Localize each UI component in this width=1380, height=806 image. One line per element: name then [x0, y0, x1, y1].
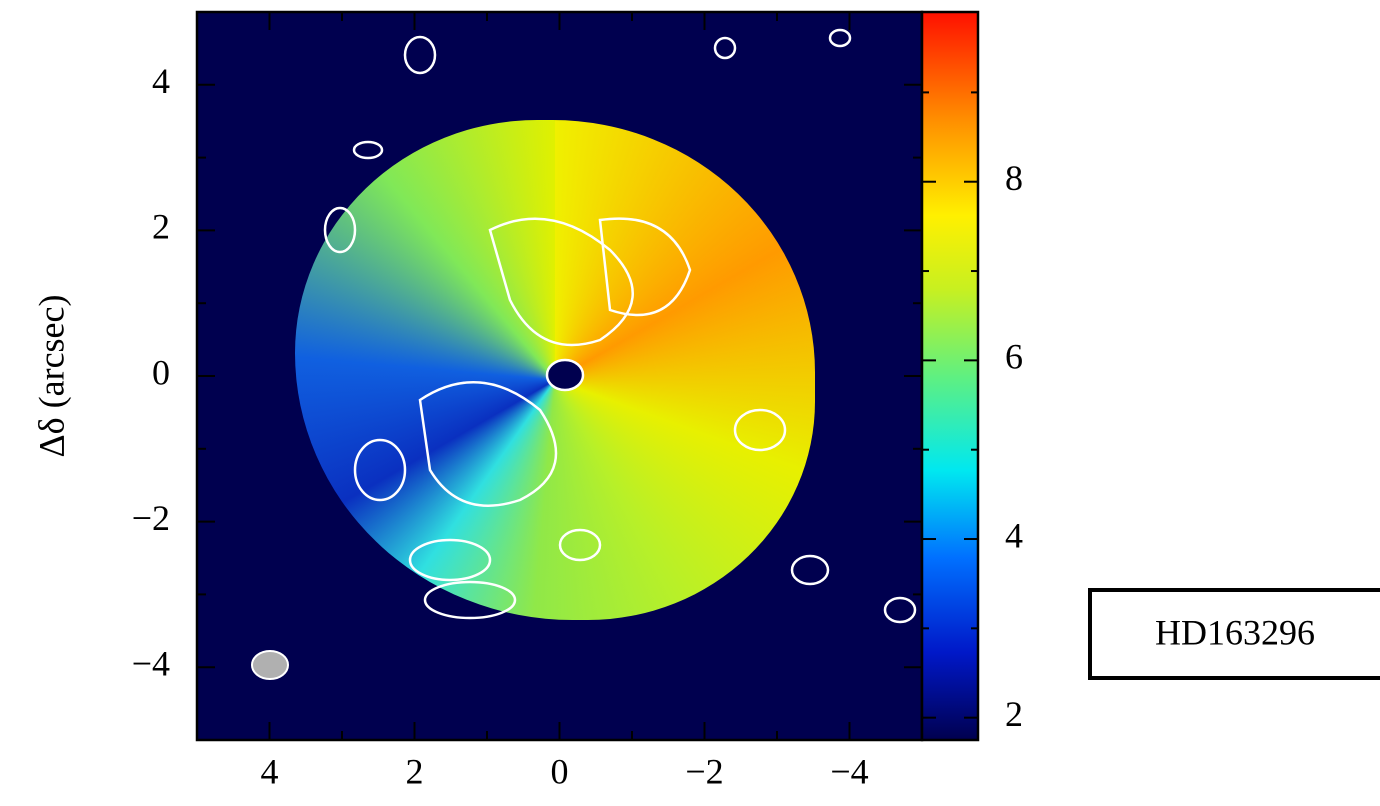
- colorbar: [920, 10, 980, 742]
- y-axis-label: Δδ (arcsec): [31, 294, 71, 457]
- y-tick-label: 4: [152, 61, 170, 101]
- y-tick-label: 2: [152, 207, 170, 247]
- colorbar-tick-label: 8: [1005, 158, 1023, 198]
- x-tick-label: −2: [685, 751, 723, 791]
- x-tick-label: 2: [406, 751, 424, 791]
- colorbar-tick-label: 6: [1005, 337, 1023, 377]
- beam: [251, 650, 289, 680]
- colorbar-tick-label: 4: [1005, 515, 1023, 555]
- x-tick-label: 0: [551, 751, 569, 791]
- object-label-box: [1088, 588, 1380, 680]
- object-label: HD163296: [1155, 612, 1315, 652]
- x-tick-label: −4: [830, 751, 868, 791]
- colorbar-tick-label: 2: [1005, 694, 1023, 734]
- y-tick-label: −4: [132, 643, 170, 683]
- y-tick-label: −2: [132, 498, 170, 538]
- y-tick-label: 0: [152, 352, 170, 392]
- x-tick-label: 4: [261, 751, 279, 791]
- contours: [323, 28, 917, 624]
